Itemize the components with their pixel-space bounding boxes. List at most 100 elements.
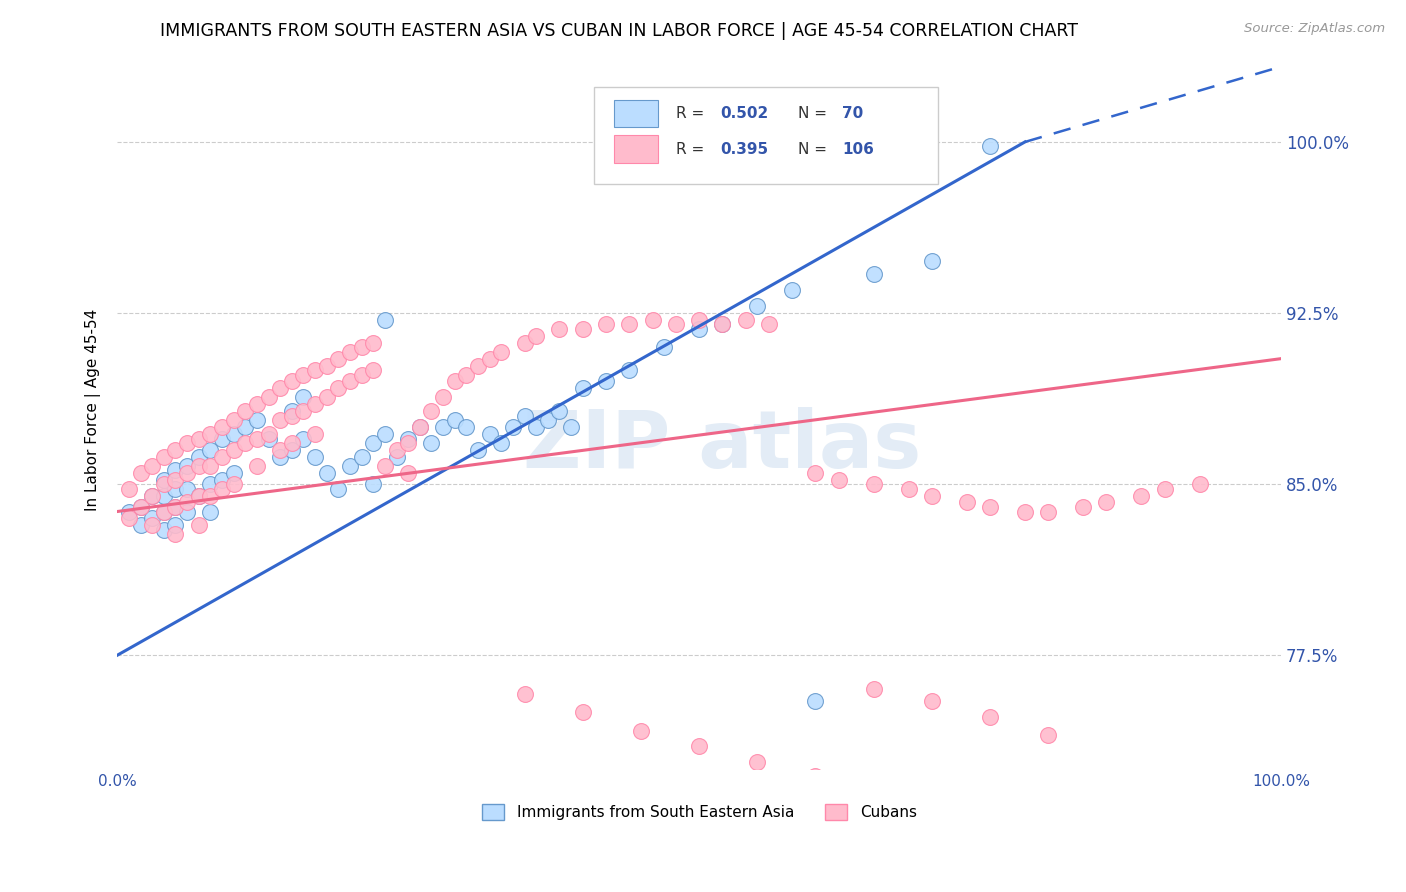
Point bbox=[187, 432, 209, 446]
Point bbox=[118, 482, 141, 496]
Text: N =: N = bbox=[799, 142, 832, 157]
Point bbox=[165, 473, 187, 487]
Point bbox=[176, 458, 198, 473]
Point bbox=[513, 687, 536, 701]
Point bbox=[153, 473, 176, 487]
Point bbox=[1130, 489, 1153, 503]
Point bbox=[1014, 504, 1036, 518]
Point bbox=[560, 420, 582, 434]
Point bbox=[385, 450, 408, 464]
Point bbox=[233, 436, 256, 450]
Point bbox=[118, 504, 141, 518]
Point bbox=[141, 518, 163, 533]
Point bbox=[222, 477, 245, 491]
Point bbox=[165, 463, 187, 477]
Point bbox=[211, 473, 233, 487]
Point bbox=[467, 359, 489, 373]
Point bbox=[361, 363, 384, 377]
Point bbox=[339, 458, 361, 473]
Y-axis label: In Labor Force | Age 45-54: In Labor Force | Age 45-54 bbox=[86, 309, 101, 511]
Point bbox=[443, 413, 465, 427]
Point bbox=[292, 368, 315, 382]
Point bbox=[153, 504, 176, 518]
Text: 0.395: 0.395 bbox=[720, 142, 768, 157]
Point bbox=[328, 351, 350, 366]
Legend: Immigrants from South Eastern Asia, Cubans: Immigrants from South Eastern Asia, Cuba… bbox=[475, 798, 922, 826]
Point bbox=[246, 432, 269, 446]
Point bbox=[396, 432, 419, 446]
Point bbox=[361, 335, 384, 350]
Point bbox=[396, 436, 419, 450]
Point bbox=[374, 426, 396, 441]
Text: N =: N = bbox=[799, 105, 832, 120]
Point bbox=[780, 283, 803, 297]
Point bbox=[304, 450, 326, 464]
Text: R =: R = bbox=[676, 105, 709, 120]
Point bbox=[269, 442, 291, 457]
Point bbox=[711, 318, 734, 332]
Point bbox=[176, 482, 198, 496]
Text: R =: R = bbox=[676, 142, 709, 157]
Point bbox=[141, 458, 163, 473]
Point bbox=[222, 466, 245, 480]
Point bbox=[187, 489, 209, 503]
Point bbox=[374, 458, 396, 473]
Point bbox=[1095, 495, 1118, 509]
Point bbox=[420, 436, 443, 450]
Point bbox=[187, 489, 209, 503]
Point bbox=[747, 756, 769, 770]
Point bbox=[548, 322, 571, 336]
Point bbox=[281, 436, 304, 450]
Point bbox=[200, 458, 222, 473]
Point bbox=[339, 375, 361, 389]
Point bbox=[200, 477, 222, 491]
Point bbox=[804, 466, 827, 480]
Point bbox=[176, 495, 198, 509]
Point bbox=[176, 436, 198, 450]
Point bbox=[361, 477, 384, 491]
Point bbox=[176, 504, 198, 518]
Point bbox=[456, 368, 478, 382]
Bar bbox=[614, 100, 658, 127]
Point bbox=[141, 489, 163, 503]
Point bbox=[281, 409, 304, 423]
Point bbox=[165, 482, 187, 496]
Point bbox=[537, 413, 560, 427]
Point bbox=[281, 442, 304, 457]
Point bbox=[257, 426, 280, 441]
Point bbox=[921, 253, 943, 268]
Bar bbox=[614, 136, 658, 162]
Point bbox=[758, 318, 780, 332]
Point bbox=[524, 329, 547, 343]
Point bbox=[361, 436, 384, 450]
Point bbox=[571, 706, 593, 720]
Point bbox=[524, 420, 547, 434]
Point bbox=[979, 710, 1001, 724]
Point bbox=[828, 473, 851, 487]
Point bbox=[862, 682, 884, 697]
Point bbox=[176, 466, 198, 480]
Point bbox=[409, 420, 432, 434]
Point bbox=[129, 518, 152, 533]
Point bbox=[187, 450, 209, 464]
Point bbox=[688, 739, 710, 754]
Point bbox=[979, 139, 1001, 153]
Text: ZIP atlas: ZIP atlas bbox=[523, 407, 921, 485]
Point bbox=[432, 420, 454, 434]
Point bbox=[747, 299, 769, 313]
Point bbox=[420, 404, 443, 418]
Point bbox=[652, 340, 675, 354]
Point bbox=[292, 404, 315, 418]
Point bbox=[688, 313, 710, 327]
Point bbox=[304, 363, 326, 377]
Point bbox=[222, 442, 245, 457]
Point bbox=[304, 426, 326, 441]
Point bbox=[456, 420, 478, 434]
Point bbox=[281, 375, 304, 389]
Point bbox=[153, 450, 176, 464]
Point bbox=[396, 466, 419, 480]
Point bbox=[491, 436, 513, 450]
Point bbox=[804, 694, 827, 708]
Point bbox=[374, 313, 396, 327]
Point bbox=[165, 527, 187, 541]
